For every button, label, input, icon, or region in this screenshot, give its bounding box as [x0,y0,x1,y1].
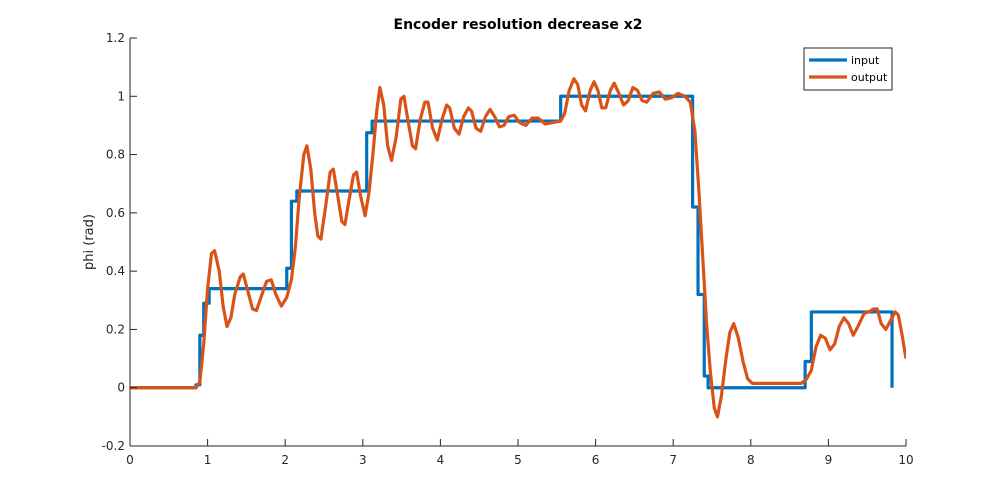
x-tick-label: 8 [747,453,755,467]
x-tick-label: 4 [437,453,445,467]
y-tick-label: 0.8 [106,148,125,162]
y-tick-label: 1.2 [106,31,125,45]
legend: input output [803,47,893,91]
chart-title: Encoder resolution decrease x2 [394,17,643,33]
x-tick-label: 2 [281,453,289,467]
x-tick-label: 3 [359,453,367,467]
series-line-input [130,94,894,390]
x-tick-label: 5 [514,453,522,467]
y-tick-label: 0 [117,381,125,395]
x-tick-label: 1 [204,453,212,467]
x-tick-label: 9 [825,453,833,467]
x-tick-label: 6 [592,453,600,467]
axes: 0 1 2 3 4 5 6 7 8 9 10-0.200.20.40.60.811.2 [102,31,914,467]
legend-label-input: input [851,54,880,67]
y-tick-label: 0.2 [106,322,125,336]
series-line-output [130,77,906,419]
legend-box [803,47,893,91]
y-tick-label: -0.2 [102,439,125,453]
legend-label-output: output [851,71,888,84]
x-tick-label: 7 [669,453,677,467]
plot-area [130,77,906,419]
x-tick-label: 10 [898,453,913,467]
y-tick-label: 1 [117,89,125,103]
y-axis-label: phi (rad) [82,214,97,270]
x-tick-label: 0 [126,453,134,467]
y-tick-label: 0.6 [106,206,125,220]
y-tick-label: 0.4 [106,264,125,278]
